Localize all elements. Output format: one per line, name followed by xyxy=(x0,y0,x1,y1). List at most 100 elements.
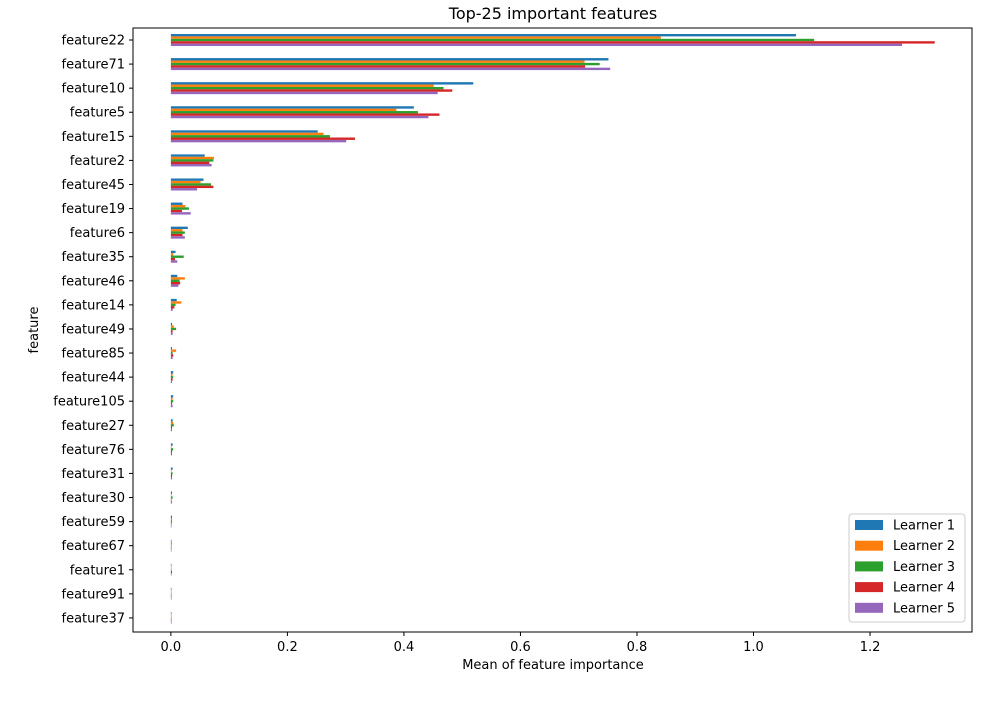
bar-feature1-learner-2 xyxy=(170,566,172,569)
bar-feature85-learner-5 xyxy=(170,356,173,360)
legend-swatch-learner-2 xyxy=(855,540,883,551)
bar-feature15-learner-2 xyxy=(170,132,324,136)
bar-feature45-learner-5 xyxy=(170,188,198,191)
chart-title: Top-25 important features xyxy=(448,4,657,23)
bar-feature105-learner-1 xyxy=(170,395,174,398)
bar-feature67-learner-5 xyxy=(170,549,172,552)
bar-feature67-learner-4 xyxy=(170,546,172,550)
bar-feature27-learner-1 xyxy=(170,419,173,422)
y-tick-label: feature71 xyxy=(62,58,125,73)
y-tick-label: feature85 xyxy=(62,347,125,362)
bar-feature44-learner-2 xyxy=(170,373,173,376)
bar-feature30-learner-5 xyxy=(170,501,173,504)
bar-feature76-learner-3 xyxy=(170,448,174,451)
bar-feature5-learner-1 xyxy=(170,106,414,109)
bar-feature10-learner-2 xyxy=(170,84,434,87)
bar-feature37-learner-3 xyxy=(170,616,172,620)
y-tick-label: feature14 xyxy=(62,298,125,313)
bar-feature1-learner-3 xyxy=(170,568,172,571)
bar-feature71-learner-2 xyxy=(170,60,585,63)
bar-feature45-learner-2 xyxy=(170,180,201,184)
y-tick-label: feature67 xyxy=(62,539,125,554)
bar-feature19-learner-2 xyxy=(170,204,186,208)
legend-label-learner-2: Learner 2 xyxy=(893,539,955,554)
bar-feature6-learner-2 xyxy=(170,229,183,232)
x-tick-label: 1.2 xyxy=(860,640,881,655)
bar-feature91-learner-2 xyxy=(170,590,172,593)
bar-feature14-learner-1 xyxy=(170,298,177,302)
bar-feature31-learner-2 xyxy=(170,469,172,473)
bar-feature2-learner-3 xyxy=(170,159,214,162)
bar-feature22-learner-1 xyxy=(170,34,797,37)
bar-feature59-learner-5 xyxy=(170,525,172,528)
bar-feature15-learner-5 xyxy=(170,139,347,143)
bar-feature105-learner-4 xyxy=(170,402,173,405)
bar-feature14-learner-4 xyxy=(170,306,175,309)
bar-feature2-learner-5 xyxy=(170,164,212,167)
bar-feature76-learner-2 xyxy=(170,445,172,449)
bar-feature49-learner-2 xyxy=(170,325,174,328)
bar-feature71-learner-3 xyxy=(170,62,600,66)
x-tick-label: 0.6 xyxy=(510,640,531,655)
bar-feature46-learner-2 xyxy=(170,277,185,280)
bar-feature91-learner-4 xyxy=(170,595,172,598)
bar-feature19-learner-3 xyxy=(170,207,189,210)
bar-feature5-learner-2 xyxy=(170,108,397,112)
bar-feature5-learner-4 xyxy=(170,113,440,116)
bar-feature22-learner-4 xyxy=(170,41,935,44)
bar-feature49-learner-3 xyxy=(170,327,177,331)
legend-swatch-learner-1 xyxy=(855,520,883,530)
bar-feature71-learner-1 xyxy=(170,58,609,61)
bar-feature14-learner-5 xyxy=(170,308,173,311)
bar-feature37-learner-1 xyxy=(170,611,172,615)
bar-feature59-learner-3 xyxy=(170,520,173,523)
bar-feature46-learner-4 xyxy=(170,282,181,285)
bar-feature2-learner-4 xyxy=(170,161,210,164)
bar-feature44-learner-3 xyxy=(170,375,174,379)
bar-feature59-learner-4 xyxy=(170,522,172,526)
x-tick-label: 0.2 xyxy=(277,640,298,655)
bar-feature44-learner-4 xyxy=(170,378,173,381)
bar-feature10-learner-4 xyxy=(170,89,453,92)
bar-feature6-learner-5 xyxy=(170,236,185,239)
bar-feature59-learner-2 xyxy=(170,518,173,521)
bar-feature91-learner-3 xyxy=(170,592,172,596)
legend-label-learner-5: Learner 5 xyxy=(893,601,955,616)
bar-feature71-learner-5 xyxy=(170,67,611,71)
y-tick-label: feature5 xyxy=(70,106,125,121)
bar-feature15-learner-3 xyxy=(170,135,330,138)
bar-feature46-learner-1 xyxy=(170,274,178,278)
y-tick-label: feature105 xyxy=(53,395,125,410)
bar-feature31-learner-1 xyxy=(170,467,173,470)
legend-swatch-learner-3 xyxy=(855,561,883,572)
bar-feature5-learner-5 xyxy=(170,115,429,119)
x-axis: 0.0 0.2 0.4 0.6 0.8 1.0 1.2 xyxy=(161,632,881,655)
bar-feature10-learner-3 xyxy=(170,86,444,90)
bar-feature27-learner-3 xyxy=(170,424,174,427)
bar-feature85-learner-1 xyxy=(170,347,173,350)
y-tick-label: feature19 xyxy=(62,202,125,217)
y-tick-label: feature76 xyxy=(62,443,125,458)
bar-feature67-learner-2 xyxy=(170,542,173,545)
bar-feature59-learner-1 xyxy=(170,515,173,518)
y-tick-label: feature44 xyxy=(62,371,125,386)
bar-feature1-learner-5 xyxy=(170,573,172,576)
bar-feature45-learner-1 xyxy=(170,178,204,181)
bar-feature44-learner-1 xyxy=(170,371,174,374)
bar-feature76-learner-5 xyxy=(170,452,173,456)
bar-feature5-learner-3 xyxy=(170,111,418,114)
x-tick-label: 0.8 xyxy=(627,640,648,655)
y-tick-label: feature46 xyxy=(62,274,125,289)
bar-feature44-learner-5 xyxy=(170,380,173,384)
legend-label-learner-3: Learner 3 xyxy=(893,560,955,575)
legend-swatch-learner-5 xyxy=(855,602,883,613)
x-tick-label: 0.0 xyxy=(161,640,182,655)
y-tick-label: feature1 xyxy=(70,563,125,578)
y-tick-label: feature30 xyxy=(62,491,125,506)
x-tick-label: 0.4 xyxy=(394,640,415,655)
y-axis-label: feature xyxy=(27,307,42,354)
bars-group xyxy=(170,34,935,624)
x-axis-label: Mean of feature importance xyxy=(462,658,644,673)
